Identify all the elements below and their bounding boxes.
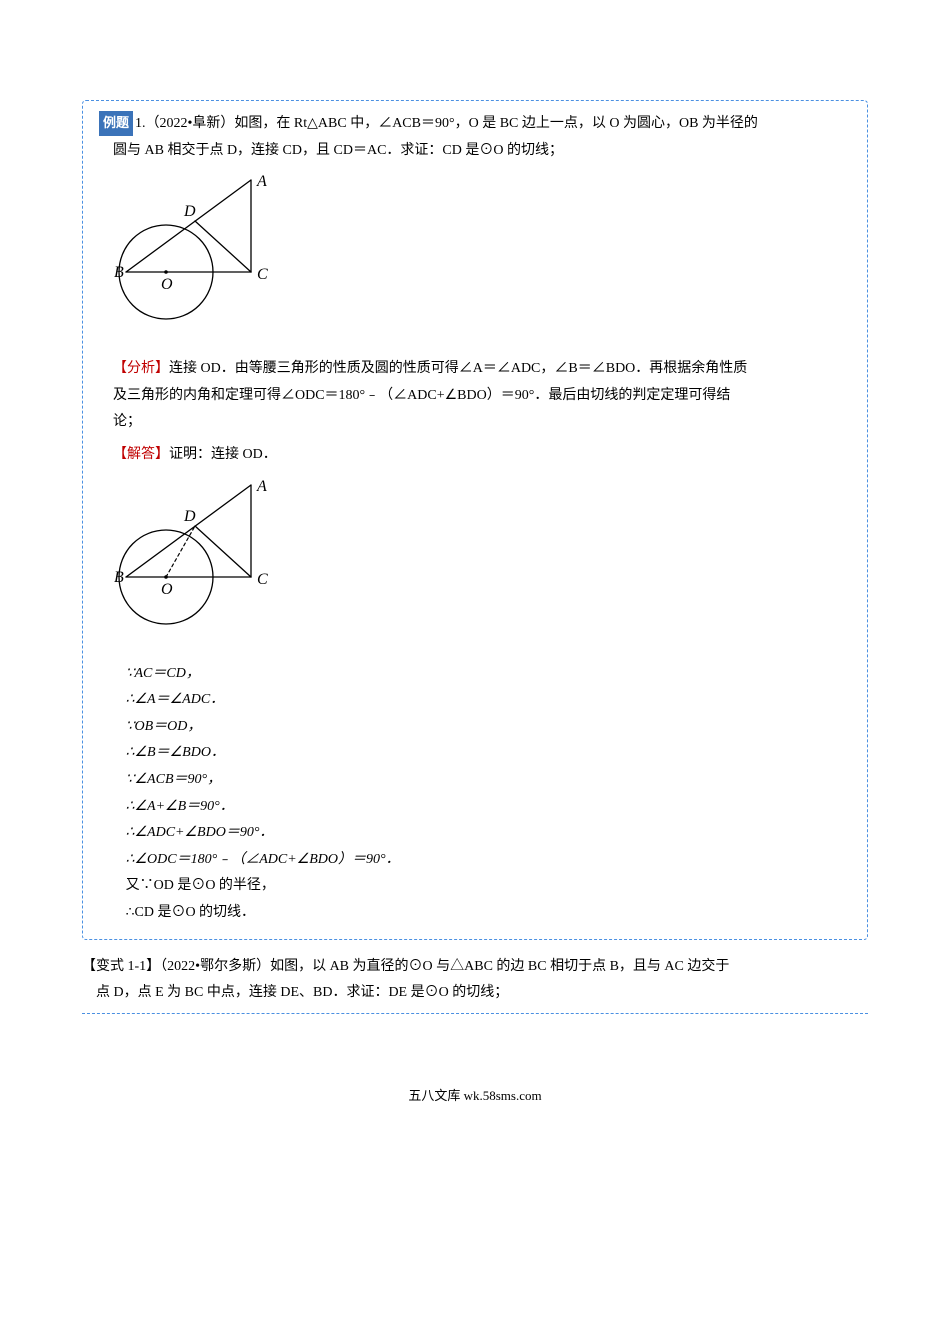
analysis-section: 【分析】连接 OD．由等腰三角形的性质及圆的性质可得∠A＝∠ADC，∠B＝∠BD… (99, 356, 851, 436)
watermark: 五八文库 wk.58sms.com (82, 1084, 868, 1109)
proof-l8: ∴∠ODC＝180°﹣（∠ADC+∠BDO）＝90°． (112, 847, 851, 874)
proof-l10: ∴CD 是⊙O 的切线． (112, 900, 851, 927)
analysis-head: 【分析】 (113, 361, 169, 376)
proof-l2-text: ∴∠A＝∠ADC． (126, 692, 225, 707)
proof-l5: ∵∠ACB＝90°， (112, 767, 851, 794)
answer-head: 【解答】 (113, 447, 169, 462)
answer-line-0: 【解答】证明：连接 OD． (99, 442, 851, 469)
answer-text-0: 证明：连接 OD． (169, 447, 277, 462)
diagram-1: A B C D O (111, 172, 851, 342)
svg-text:A: A (256, 478, 267, 495)
svg-text:D: D (183, 203, 196, 220)
geometry-diagram-1: A B C D O (111, 172, 286, 342)
analysis-line-2: 及三角形的内角和定理可得∠ODC＝180°﹣（∠ADC+∠BDO）＝90°．最后… (99, 383, 851, 410)
proof-l3: ∵OB＝OD， (112, 714, 851, 741)
variant-header-line1: 【变式 1-1】（2022•鄂尔多斯）如图，以 AB 为直径的⊙O 与△ABC … (82, 954, 868, 981)
analysis-text-1: 连接 OD．由等腰三角形的性质及圆的性质可得∠A＝∠ADC，∠B＝∠BDO．再根… (169, 361, 747, 376)
svg-text:O: O (161, 581, 173, 598)
proof-l6: ∴∠A+∠B＝90°． (112, 794, 851, 821)
analysis-line-1: 【分析】连接 OD．由等腰三角形的性质及圆的性质可得∠A＝∠ADC，∠B＝∠BD… (99, 356, 851, 383)
proof-l1: ∵AC＝CD， (112, 661, 851, 688)
proof-l2: ∴∠A＝∠ADC． (112, 687, 851, 714)
variant-box: 【变式 1-1】（2022•鄂尔多斯）如图，以 AB 为直径的⊙O 与△ABC … (82, 946, 868, 1014)
proof-l8-text: ∴∠ODC＝180°﹣（∠ADC+∠BDO）＝90°． (126, 852, 400, 867)
variant-header-line2: 点 D，点 E 为 BC 中点，连接 DE、BD．求证：DE 是⊙O 的切线； (82, 980, 868, 1007)
proof-l4-text: ∴∠B＝∠BDO． (126, 745, 225, 760)
svg-text:C: C (257, 266, 268, 283)
proof-l1-text: ∵AC＝CD， (126, 666, 200, 681)
svg-text:B: B (114, 569, 124, 586)
svg-text:B: B (114, 264, 124, 281)
svg-text:A: A (256, 173, 267, 190)
analysis-line-3: 论； (99, 409, 851, 436)
example-tag: 例题 (99, 111, 133, 136)
proof-l9-text: 又∵OD 是⊙O 的半径， (126, 878, 275, 893)
proof-l4: ∴∠B＝∠BDO． (112, 740, 851, 767)
proof-l10-text: ∴CD 是⊙O 的切线． (126, 905, 255, 920)
example-header-line2: 圆与 AB 相交于点 D，连接 CD，且 CD＝AC．求证：CD 是⊙O 的切线… (99, 138, 851, 165)
proof-l7-text: ∴∠ADC+∠BDO＝90°． (126, 825, 274, 840)
geometry-diagram-2: A B C D O (111, 477, 286, 647)
svg-text:D: D (183, 508, 196, 525)
proof-section: ∵AC＝CD， ∴∠A＝∠ADC． ∵OB＝OD， ∴∠B＝∠BDO． ∵∠AC… (99, 661, 851, 927)
proof-l7: ∴∠ADC+∠BDO＝90°． (112, 820, 851, 847)
example-box: 例题1.（2022•阜新）如图，在 Rt△ABC 中，∠ACB＝90°，O 是 … (82, 100, 868, 940)
proof-l9: 又∵OD 是⊙O 的半径， (112, 873, 851, 900)
proof-l3-text: ∵OB＝OD， (126, 719, 202, 734)
svg-text:C: C (257, 571, 268, 588)
example-header-text-1: 1.（2022•阜新）如图，在 Rt△ABC 中，∠ACB＝90°，O 是 BC… (135, 116, 758, 131)
example-header-line1: 例题1.（2022•阜新）如图，在 Rt△ABC 中，∠ACB＝90°，O 是 … (99, 111, 851, 138)
diagram-2: A B C D O (111, 477, 851, 647)
svg-text:O: O (161, 276, 173, 293)
proof-l5-text: ∵∠ACB＝90°， (126, 772, 222, 787)
answer-section: 【解答】证明：连接 OD． (99, 442, 851, 469)
proof-l6-text: ∴∠A+∠B＝90°． (126, 799, 234, 814)
